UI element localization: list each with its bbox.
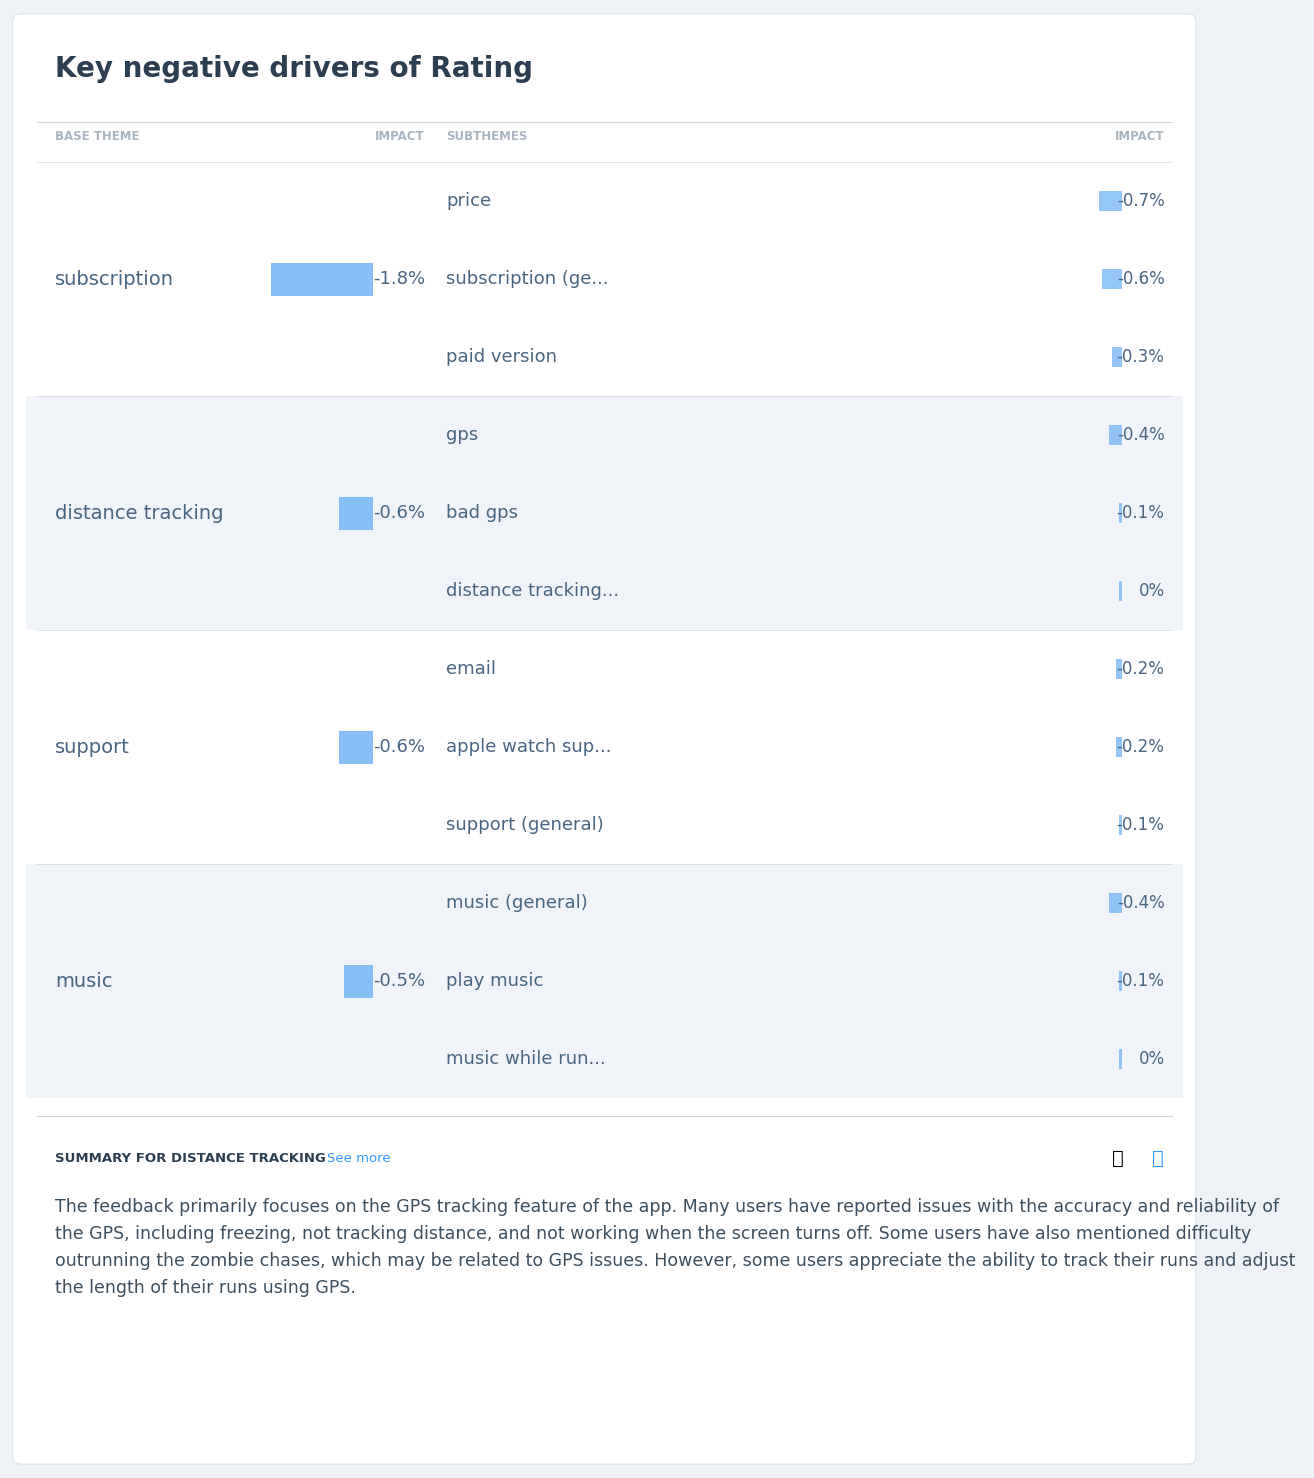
FancyBboxPatch shape bbox=[1116, 738, 1122, 757]
Text: 👍: 👍 bbox=[1112, 1148, 1123, 1168]
Text: subscription (ge...: subscription (ge... bbox=[447, 270, 608, 288]
Text: -0.6%: -0.6% bbox=[1117, 270, 1164, 288]
Text: -0.4%: -0.4% bbox=[1117, 426, 1164, 443]
Text: music (general): music (general) bbox=[447, 894, 587, 912]
FancyBboxPatch shape bbox=[1099, 191, 1122, 211]
Text: 👎: 👎 bbox=[1151, 1148, 1163, 1168]
Text: apple watch sup...: apple watch sup... bbox=[447, 738, 611, 757]
FancyBboxPatch shape bbox=[13, 13, 1196, 1465]
Text: Key negative drivers of Rating: Key negative drivers of Rating bbox=[55, 55, 533, 83]
Text: -1.8%: -1.8% bbox=[373, 270, 424, 288]
FancyBboxPatch shape bbox=[339, 730, 373, 764]
FancyBboxPatch shape bbox=[1120, 1049, 1122, 1069]
FancyBboxPatch shape bbox=[1112, 347, 1122, 367]
FancyBboxPatch shape bbox=[1120, 814, 1122, 835]
FancyBboxPatch shape bbox=[26, 865, 1183, 1098]
Text: -0.6%: -0.6% bbox=[373, 504, 424, 522]
FancyBboxPatch shape bbox=[339, 497, 373, 529]
Text: -0.2%: -0.2% bbox=[1117, 661, 1164, 678]
Text: -0.5%: -0.5% bbox=[373, 973, 424, 990]
Text: See more: See more bbox=[327, 1151, 390, 1165]
Text: -0.3%: -0.3% bbox=[1117, 347, 1164, 367]
Text: -0.4%: -0.4% bbox=[1117, 894, 1164, 912]
FancyBboxPatch shape bbox=[1120, 503, 1122, 523]
FancyBboxPatch shape bbox=[1109, 426, 1122, 445]
Text: BASE THEME: BASE THEME bbox=[55, 130, 139, 143]
Text: support: support bbox=[55, 738, 130, 757]
Text: email: email bbox=[447, 661, 497, 678]
Text: 0%: 0% bbox=[1138, 1049, 1164, 1069]
Text: price: price bbox=[447, 192, 491, 210]
Text: bad gps: bad gps bbox=[447, 504, 518, 522]
Text: -0.1%: -0.1% bbox=[1117, 816, 1164, 834]
FancyBboxPatch shape bbox=[344, 965, 373, 998]
Text: music while run...: music while run... bbox=[447, 1049, 606, 1069]
FancyBboxPatch shape bbox=[1102, 269, 1122, 290]
Text: -0.1%: -0.1% bbox=[1117, 973, 1164, 990]
Text: SUMMARY FOR DISTANCE TRACKING: SUMMARY FOR DISTANCE TRACKING bbox=[55, 1151, 326, 1165]
Text: IMPACT: IMPACT bbox=[1116, 130, 1164, 143]
Text: play music: play music bbox=[447, 973, 544, 990]
Text: subscription: subscription bbox=[55, 269, 175, 288]
Text: -0.2%: -0.2% bbox=[1117, 738, 1164, 757]
Text: SUBTHEMES: SUBTHEMES bbox=[447, 130, 527, 143]
Text: The feedback primarily focuses on the GPS tracking feature of the app. Many user: The feedback primarily focuses on the GP… bbox=[55, 1199, 1296, 1298]
FancyBboxPatch shape bbox=[1120, 971, 1122, 992]
FancyBboxPatch shape bbox=[26, 163, 1183, 396]
Text: distance tracking...: distance tracking... bbox=[447, 582, 619, 600]
Text: music: music bbox=[55, 971, 113, 990]
Text: 0%: 0% bbox=[1138, 582, 1164, 600]
Text: -0.1%: -0.1% bbox=[1117, 504, 1164, 522]
FancyBboxPatch shape bbox=[26, 396, 1183, 630]
Text: distance tracking: distance tracking bbox=[55, 504, 223, 523]
FancyBboxPatch shape bbox=[1116, 659, 1122, 678]
Text: IMPACT: IMPACT bbox=[376, 130, 424, 143]
Text: paid version: paid version bbox=[447, 347, 557, 367]
Text: -0.6%: -0.6% bbox=[373, 738, 424, 757]
FancyBboxPatch shape bbox=[26, 630, 1183, 865]
FancyBboxPatch shape bbox=[1120, 581, 1122, 602]
Text: -0.7%: -0.7% bbox=[1117, 192, 1164, 210]
Text: support (general): support (general) bbox=[447, 816, 604, 834]
FancyBboxPatch shape bbox=[272, 263, 373, 296]
FancyBboxPatch shape bbox=[1109, 893, 1122, 913]
Text: gps: gps bbox=[447, 426, 478, 443]
